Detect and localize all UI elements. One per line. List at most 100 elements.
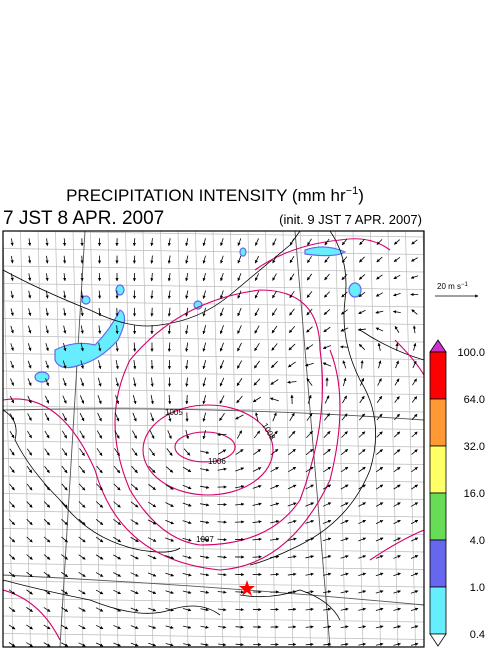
colorbar-cap [429, 339, 447, 353]
wind-scale-label: 20 m s−1 [437, 282, 469, 291]
wind-arrow [200, 625, 209, 629]
wind-arrow [305, 448, 314, 456]
grid-line [3, 475, 424, 483]
wind-arrow [44, 483, 50, 491]
grid-line [335, 231, 346, 647]
wind-arrow [200, 573, 210, 577]
wind-arrow [289, 238, 295, 246]
wind-arrow [220, 290, 224, 299]
wind-arrow [270, 448, 279, 456]
wind-arrow [393, 607, 401, 611]
wind-arrow [97, 395, 102, 405]
isobar-label: 1005 [165, 408, 183, 417]
wind-arrow [183, 625, 192, 629]
wind-arrow [44, 465, 50, 474]
wind-arrow [410, 537, 419, 542]
grid-line [282, 231, 294, 647]
wind-arrow [340, 607, 349, 611]
wind-arrow [150, 238, 154, 247]
wind-arrow [26, 448, 33, 456]
wind-arrow [185, 324, 189, 335]
wind-arrow [61, 430, 68, 439]
wind-arrow [61, 554, 69, 560]
wind-arrow [130, 642, 139, 647]
wind-arrow [340, 448, 349, 456]
wind-arrow [200, 503, 210, 507]
wind-arrow [323, 642, 332, 646]
wind-arrow [9, 395, 15, 404]
wind-arrow [410, 275, 419, 279]
wind-arrow [202, 360, 207, 370]
wind-arrow [410, 642, 419, 646]
location-star [239, 580, 255, 596]
grid-line [3, 510, 424, 518]
wind-arrow [393, 466, 401, 473]
wind-arrow [322, 362, 332, 367]
wind-arrow [324, 395, 330, 404]
grid-line [3, 231, 14, 647]
wind-arrow [289, 308, 295, 316]
lat-lon-lines [3, 231, 424, 647]
wind-arrow [235, 414, 244, 420]
wind-arrow [237, 290, 242, 299]
wind-arrow [63, 290, 67, 299]
wind-arrow [150, 255, 154, 264]
wind-arrow [411, 484, 419, 490]
wind-arrow [202, 255, 206, 264]
wind-arrow [130, 519, 139, 525]
wind-arrow [43, 624, 51, 630]
wind-arrow [358, 343, 366, 351]
wind-arrow [148, 483, 156, 491]
wind-arrow [411, 239, 418, 245]
wind-arrow [167, 430, 172, 440]
wind-arrow [10, 273, 14, 282]
wind-arrow [168, 412, 172, 422]
wind-arrow [323, 413, 331, 421]
wind-arrow [411, 431, 418, 438]
wind-arrow [26, 501, 33, 508]
wind-arrow [375, 607, 384, 611]
wind-arrow [270, 466, 279, 473]
wind-arrow [133, 377, 137, 387]
wind-arrow [252, 520, 262, 524]
wind-arrow [28, 325, 32, 334]
wind-arrow [147, 572, 157, 577]
wind-arrow [358, 274, 366, 280]
wind-arrow [45, 255, 49, 264]
grid-line [352, 231, 364, 647]
wind-arrow [219, 377, 225, 387]
wind-arrow [182, 502, 192, 507]
wind-arrow [150, 395, 154, 405]
wind-arrow [287, 361, 296, 368]
wind-arrow [8, 536, 16, 543]
isobar-label: 1006 [208, 457, 226, 466]
wind-arrow [358, 449, 366, 455]
colorbar-label: 1.0 [470, 582, 485, 594]
wind-arrow [235, 485, 245, 489]
wind-arrow [200, 608, 209, 612]
wind-arrow [44, 413, 50, 422]
wind-arrow [147, 519, 157, 525]
wind-arrow [202, 272, 206, 282]
wind-arrow [235, 625, 244, 629]
wind-arrow [324, 238, 330, 246]
wind-arrow [27, 395, 32, 404]
wind-arrow [270, 572, 280, 576]
wind-arrow [26, 466, 33, 474]
grid-line [3, 370, 424, 378]
wind-arrow [340, 537, 349, 542]
wind-arrow [78, 624, 86, 630]
wind-arrow [183, 448, 191, 456]
wind-arrow [61, 624, 69, 630]
wind-arrow [358, 519, 367, 525]
valid-time: 7 JST 8 APR. 2007 [3, 208, 164, 229]
wind-arrow [45, 273, 49, 282]
wind-arrow [147, 554, 157, 560]
grid-line [125, 231, 136, 647]
wind-arrow [148, 625, 157, 629]
wind-arrow [185, 377, 189, 387]
wind-arrow [150, 412, 155, 422]
wind-arrow [80, 273, 84, 282]
wind-arrow [358, 466, 366, 473]
wind-arrow [113, 589, 121, 595]
